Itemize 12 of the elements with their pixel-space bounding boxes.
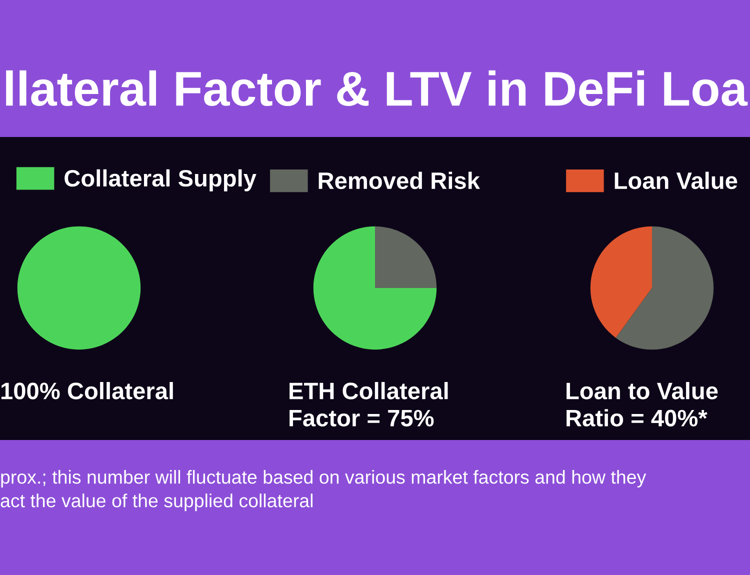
pie-slice <box>313 226 437 350</box>
pie-slice <box>616 226 714 350</box>
legend-label: Collateral Supply <box>64 169 256 192</box>
legend-label: Removed Risk <box>318 172 480 190</box>
text: prox.; this number will fluctuate based on various market factors and how they act the value of the supplied collateral <box>0 470 646 512</box>
text: llateral Factor & LTV in DeFi Loa <box>6 70 748 106</box>
text: Loan to Value Ratio = 40%* <box>566 382 718 426</box>
text: 100% Collateral <box>1 382 173 400</box>
legend-label: Loan Value <box>614 172 738 190</box>
pie-slice <box>375 226 437 288</box>
pie-slice <box>590 226 652 338</box>
text: ETH Collateral Factor = 75% <box>290 382 448 426</box>
